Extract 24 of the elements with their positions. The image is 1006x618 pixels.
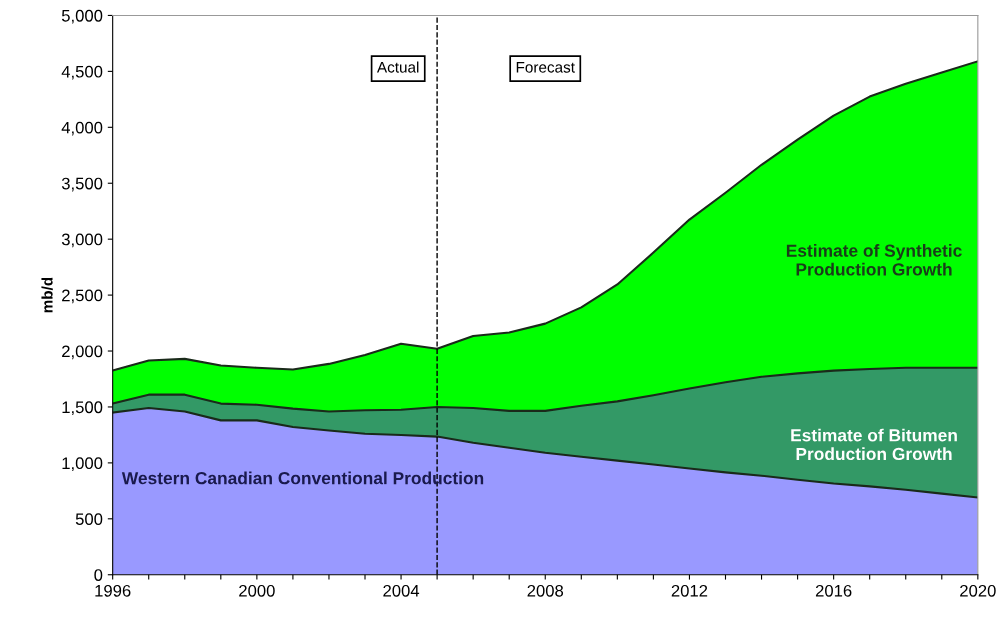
y-tick-label: 4,500 — [61, 65, 103, 80]
series-label: Western Canadian Conventional Production — [121, 471, 484, 485]
y-tick-label: 2,000 — [62, 345, 103, 360]
y-axis-title: mb/d — [41, 277, 53, 313]
y-tick-label: 5,000 — [61, 9, 103, 24]
y-tick-label: 1,500 — [62, 401, 103, 416]
x-tick-label: 2016 — [815, 584, 852, 597]
annotation: Forecast — [516, 62, 575, 73]
y-tick-label: 4,000 — [61, 121, 103, 136]
y-tick-label: 0 — [94, 569, 103, 581]
x-tick-label: 2000 — [239, 584, 275, 597]
y-tick-label: 500 — [75, 513, 103, 526]
y-tick-label: 3,000 — [61, 233, 103, 248]
y-tick-label: 3,500 — [61, 177, 103, 192]
series-label: Estimate of Bitumen Production Growth — [791, 428, 957, 461]
x-tick-label: 2008 — [527, 584, 564, 597]
x-tick-label: 1996 — [95, 584, 131, 597]
x-tick-label: 2020 — [960, 584, 996, 597]
series-label: Estimate of Synthetic Production Growth — [786, 244, 962, 276]
x-tick-label: 2012 — [671, 584, 708, 597]
annotation: Actual — [376, 61, 419, 73]
x-tick-label: 2004 — [383, 584, 420, 597]
y-tick-label: 2,500 — [62, 289, 103, 304]
y-tick-label: 1,000 — [62, 457, 103, 472]
